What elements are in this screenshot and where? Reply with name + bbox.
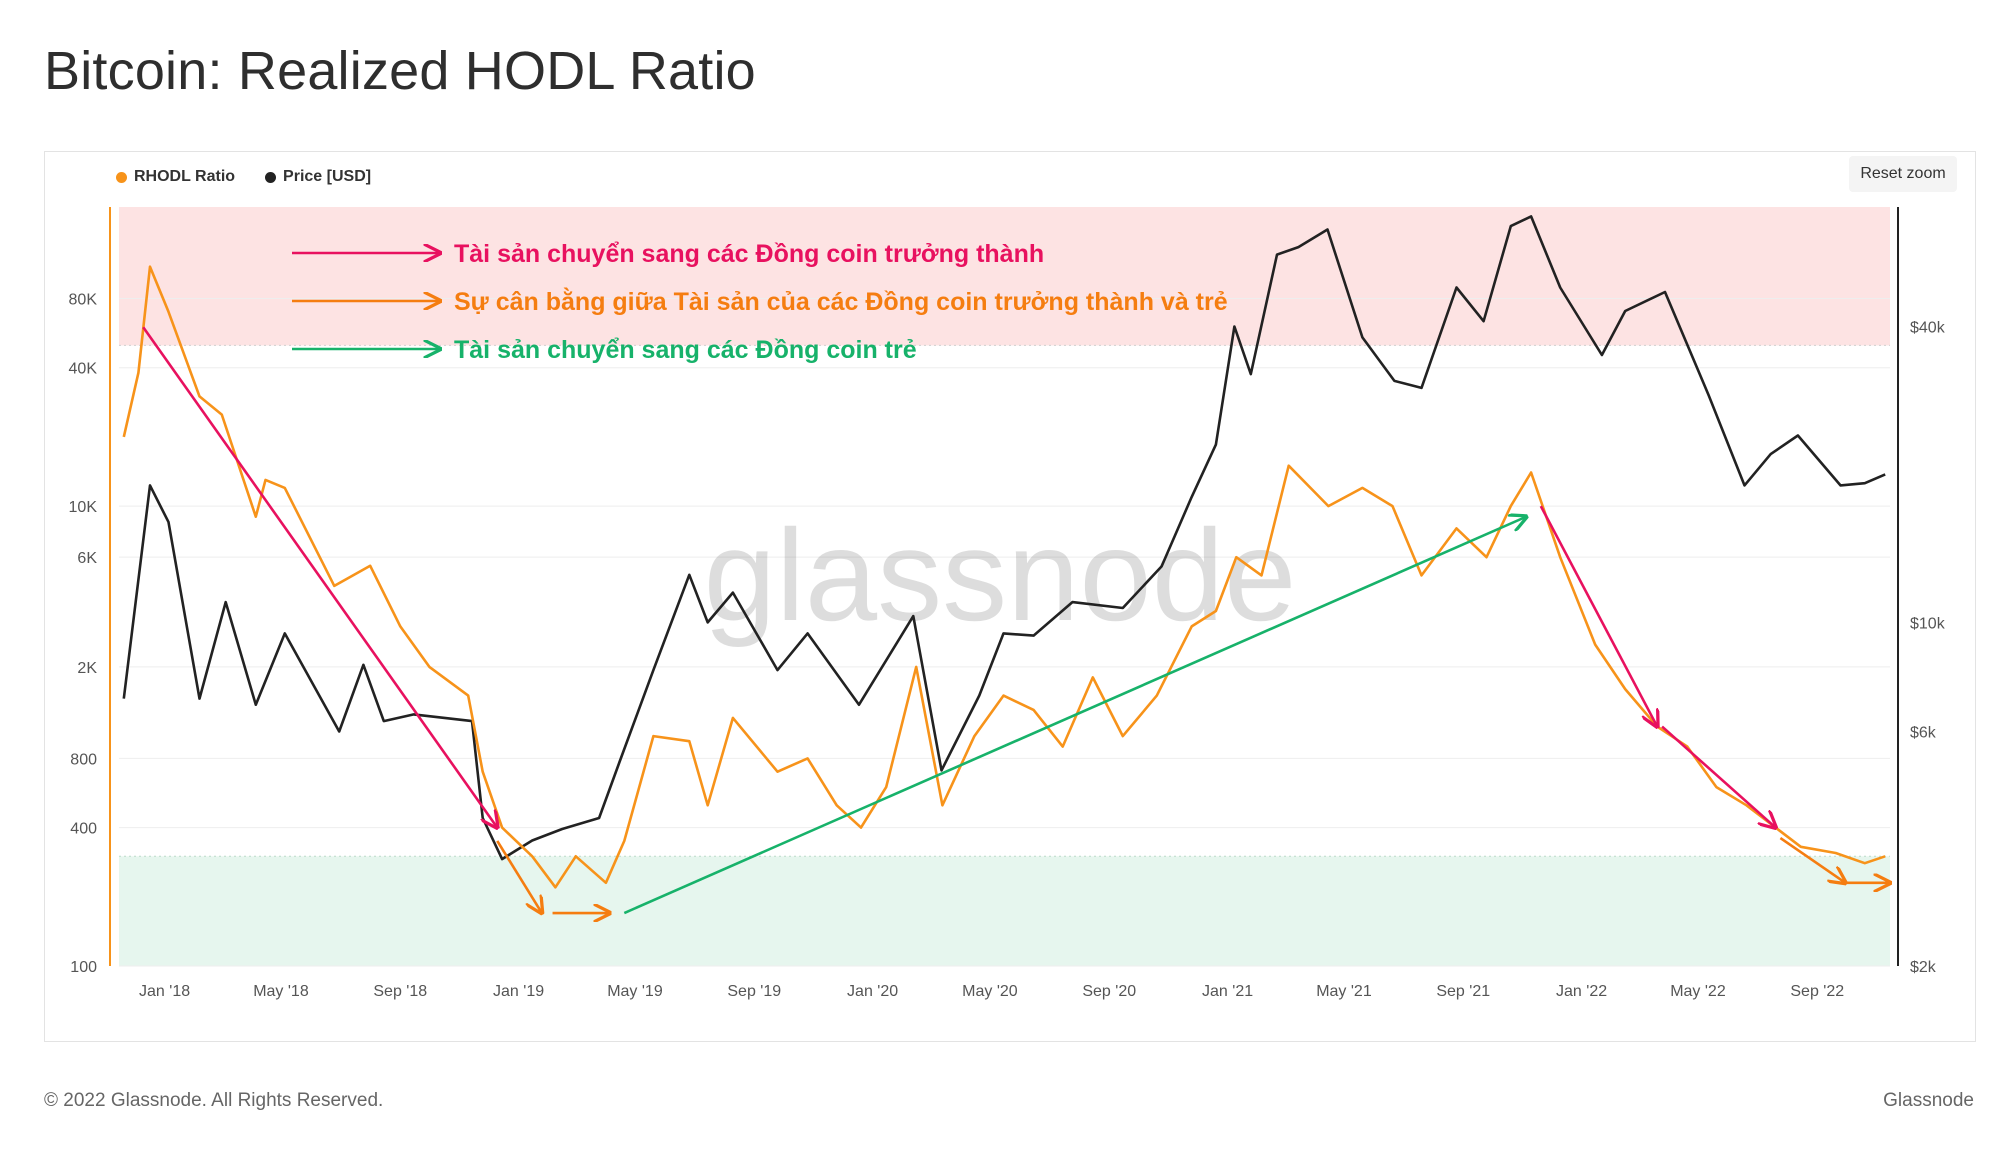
right-axis-tick-label: $2k — [1910, 959, 1937, 976]
legend-item-price[interactable]: Price [USD] — [265, 168, 371, 186]
trend-arrow — [496, 840, 542, 913]
left-axis-tick-label: 100 — [70, 959, 97, 976]
reset-zoom-button[interactable]: Reset zoom — [1849, 156, 1957, 192]
page-title: Bitcoin: Realized HODL Ratio — [44, 41, 756, 101]
x-axis-tick-label: Sep '20 — [1082, 983, 1136, 1000]
x-axis-tick-label: Sep '19 — [727, 983, 781, 1000]
chart-legend: RHODL Ratio Price [USD] — [116, 168, 371, 186]
footer-brand: Glassnode — [1883, 1090, 1974, 1111]
upper-band — [119, 207, 1890, 346]
left-axis-tick-label: 10K — [69, 499, 98, 516]
trend-arrow — [623, 517, 1526, 915]
x-axis-tick-label: Sep '18 — [373, 983, 427, 1000]
rhodl-line — [122, 265, 1886, 889]
x-axis-tick-label: May '22 — [1670, 983, 1726, 1000]
right-axis-tick-label: $10k — [1910, 615, 1946, 632]
price-line — [122, 215, 1886, 861]
x-axis-tick-label: Jan '18 — [139, 983, 190, 1000]
legend-dot-price — [265, 171, 277, 183]
left-axis-tick-label: 6K — [77, 550, 97, 567]
left-axis-tick-label: 2K — [77, 660, 97, 677]
footer-copyright: © 2022 Glassnode. All Rights Reserved. — [44, 1090, 384, 1111]
x-axis-tick-label: May '20 — [962, 983, 1018, 1000]
left-axis-tick-label: 800 — [70, 751, 97, 768]
legend-dot-rhodl — [116, 171, 127, 183]
right-axis-tick-label: $40k — [1910, 319, 1946, 336]
trend-arrow — [1661, 725, 1775, 828]
x-axis-tick-label: Sep '21 — [1436, 983, 1490, 1000]
x-axis-tick-label: May '21 — [1316, 983, 1372, 1000]
right-axis-tick-label: $6k — [1910, 724, 1937, 741]
x-axis-tick-label: Jan '22 — [1556, 983, 1607, 1000]
x-axis-tick-label: Jan '20 — [847, 983, 898, 1000]
annotation-text: Tài sản chuyển sang các Đồng coin trẻ — [454, 336, 917, 364]
trend-arrow — [1779, 837, 1845, 883]
x-axis-tick-label: May '19 — [607, 983, 663, 1000]
left-axis-tick-label: 400 — [70, 821, 97, 838]
x-axis-tick-label: May '18 — [253, 983, 309, 1000]
x-axis-tick-label: Sep '22 — [1790, 983, 1844, 1000]
trend-arrow — [142, 326, 497, 827]
left-axis-tick-label: 80K — [69, 291, 98, 308]
legend-label-rhodl: RHODL Ratio — [134, 168, 236, 185]
x-axis-tick-label: Jan '21 — [1202, 983, 1253, 1000]
legend-item-rhodl[interactable]: RHODL Ratio — [116, 168, 235, 186]
x-axis-tick-label: Jan '19 — [493, 983, 544, 1000]
left-axis-tick-label: 40K — [69, 361, 98, 378]
annotation-text: Sự cân bằng giữa Tài sản của các Đồng co… — [454, 286, 1228, 316]
legend-label-price: Price [USD] — [283, 168, 372, 185]
trend-arrow — [1539, 505, 1657, 726]
annotation-text: Tài sản chuyển sang các Đồng coin trưởng… — [454, 240, 1044, 268]
lower-band — [119, 856, 1890, 966]
watermark: glassnode — [704, 502, 1297, 648]
